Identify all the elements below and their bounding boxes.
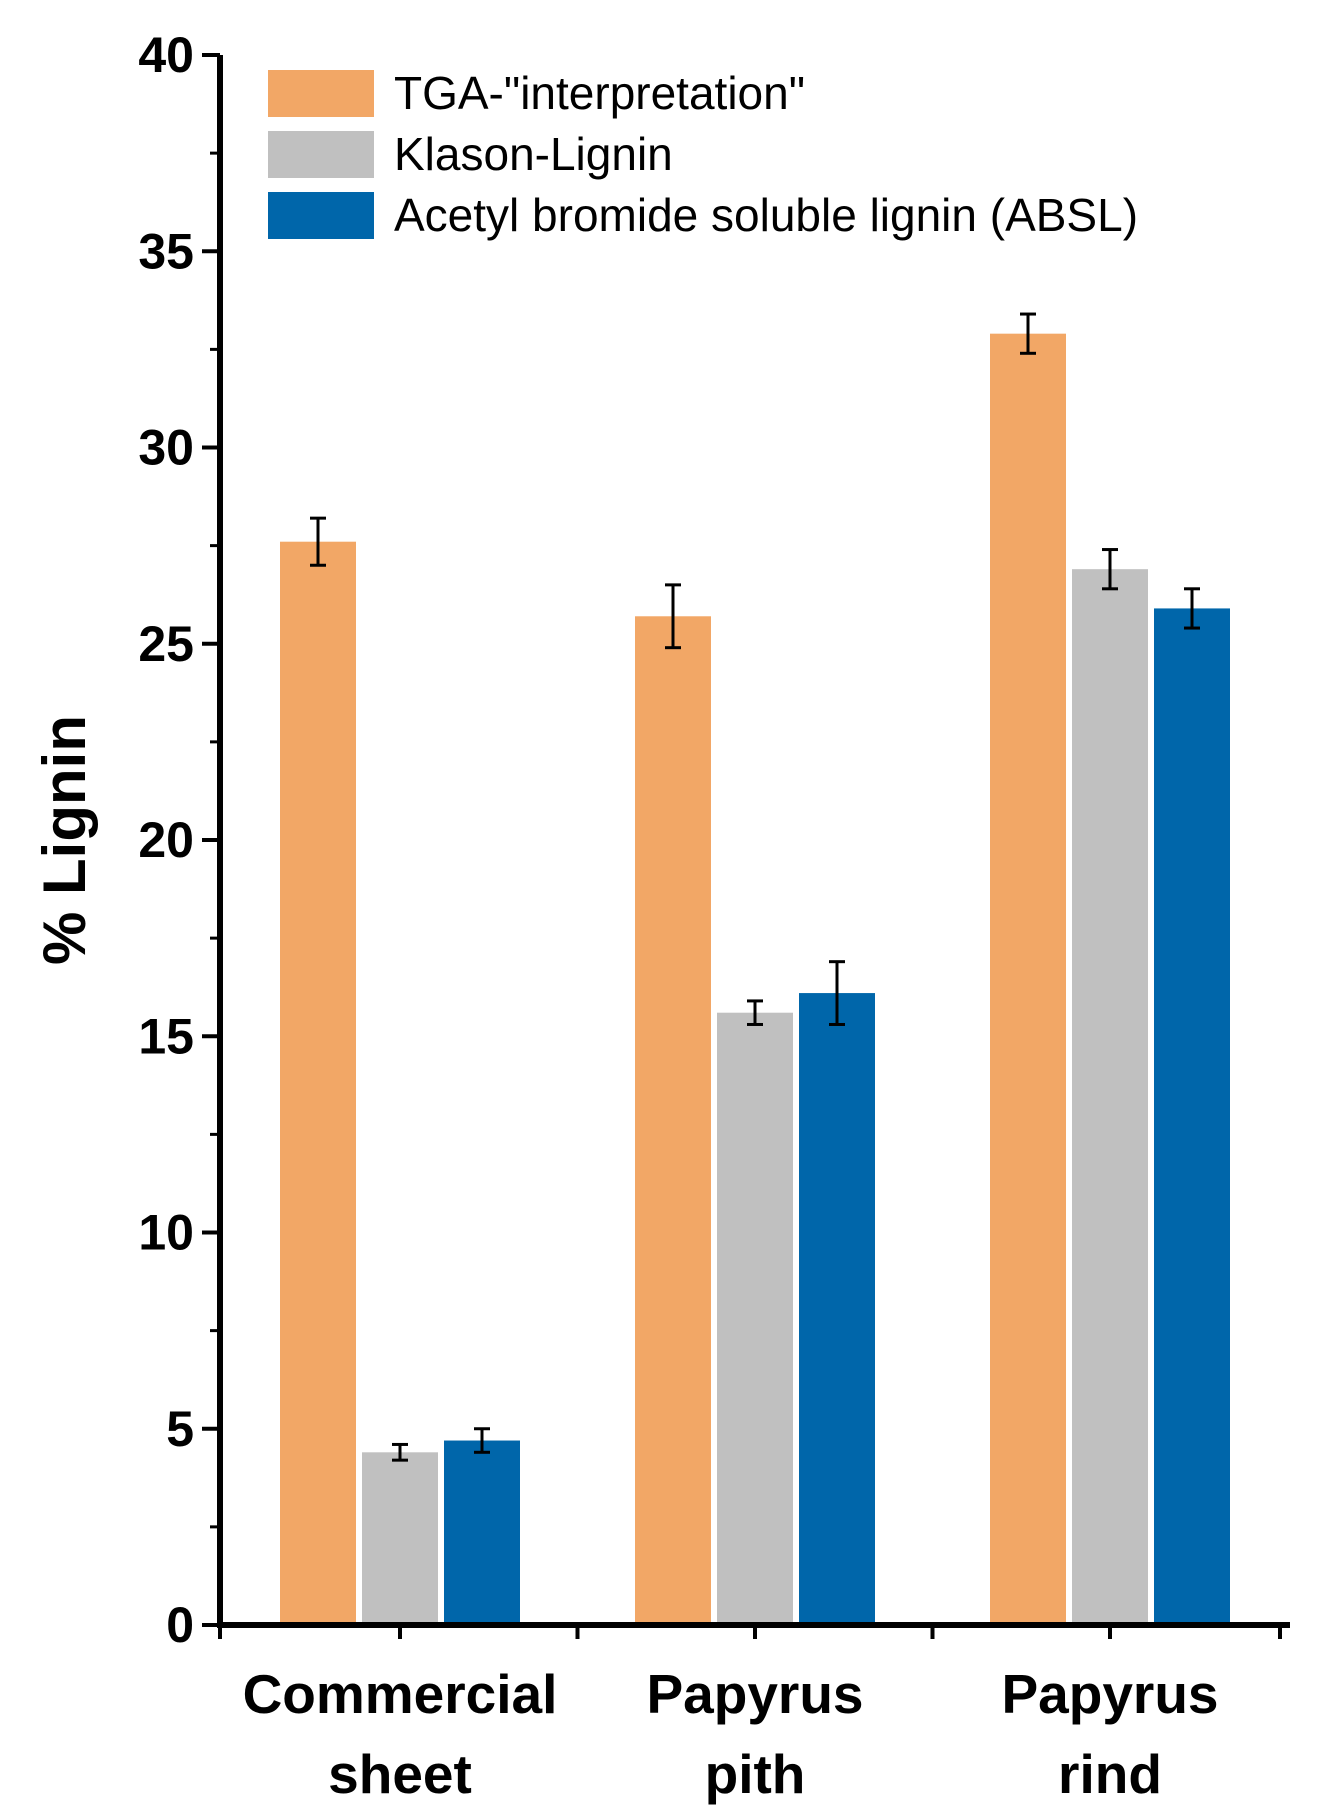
error-bar-series1-cat3 — [1020, 312, 1036, 355]
error-bar-series3-cat3 — [1184, 587, 1200, 630]
bar-series1-cat2 — [635, 616, 711, 1625]
legend-swatch-series2 — [268, 131, 374, 178]
y-tick-label: 0 — [166, 1597, 194, 1653]
error-bar-series1-cat2 — [665, 583, 681, 650]
error-bar-series1-cat1 — [310, 516, 326, 567]
x-tick-label-line1: Commercial — [243, 1663, 558, 1725]
error-bars-layer — [310, 312, 1200, 1462]
legend: TGA-"interpretation" Klason-Lignin Acetyl … — [268, 67, 1138, 241]
error-bar-series2-cat3 — [1102, 548, 1118, 591]
error-bar-series2-cat2 — [747, 999, 763, 1026]
labels-layer: 0 5 10 15 20 25 30 35 40 Commercial sheet Papyrus pi… — [31, 27, 1219, 1805]
legend-label-series2: Klason-Lignin — [394, 128, 673, 180]
bar-series3-cat3 — [1154, 608, 1230, 1625]
bar-series3-cat2 — [799, 993, 875, 1625]
bar-series2-cat3 — [1072, 569, 1148, 1625]
x-tick-label-line2: sheet — [328, 1743, 472, 1805]
ticks-layer — [202, 53, 1282, 1639]
bar-series2-cat1 — [362, 1452, 438, 1625]
legend-swatch-series1 — [268, 70, 374, 117]
legend-label-series3: Acetyl bromide soluble lignin (ABSL) — [394, 189, 1138, 241]
bar-series1-cat3 — [990, 333, 1066, 1625]
error-bar-series2-cat1 — [392, 1442, 408, 1462]
y-tick-label: 25 — [138, 616, 194, 672]
y-axis-title: % Lignin — [31, 715, 98, 965]
x-tick-label-line2: rind — [1058, 1743, 1162, 1805]
y-tick-label: 10 — [138, 1205, 194, 1261]
bar-series3-cat1 — [444, 1440, 520, 1625]
y-tick-label: 35 — [138, 223, 194, 279]
y-tick-label: 5 — [166, 1401, 194, 1457]
y-tick-label: 20 — [138, 812, 194, 868]
y-tick-label: 15 — [138, 1008, 194, 1064]
bar-series2-cat2 — [717, 1012, 793, 1625]
x-tick-label-line1: Papyrus — [1001, 1663, 1218, 1725]
legend-label-series1: TGA-"interpretation" — [394, 67, 805, 119]
bars-layer — [280, 333, 1230, 1626]
bar-series1-cat1 — [280, 541, 356, 1626]
error-bar-series3-cat1 — [474, 1427, 490, 1454]
x-tick-label-line2: pith — [705, 1743, 806, 1805]
y-tick-label: 40 — [138, 27, 194, 83]
legend-swatch-series3 — [268, 192, 374, 239]
y-tick-label: 30 — [138, 420, 194, 476]
error-bar-series3-cat2 — [829, 960, 845, 1026]
x-tick-label-line1: Papyrus — [646, 1663, 863, 1725]
